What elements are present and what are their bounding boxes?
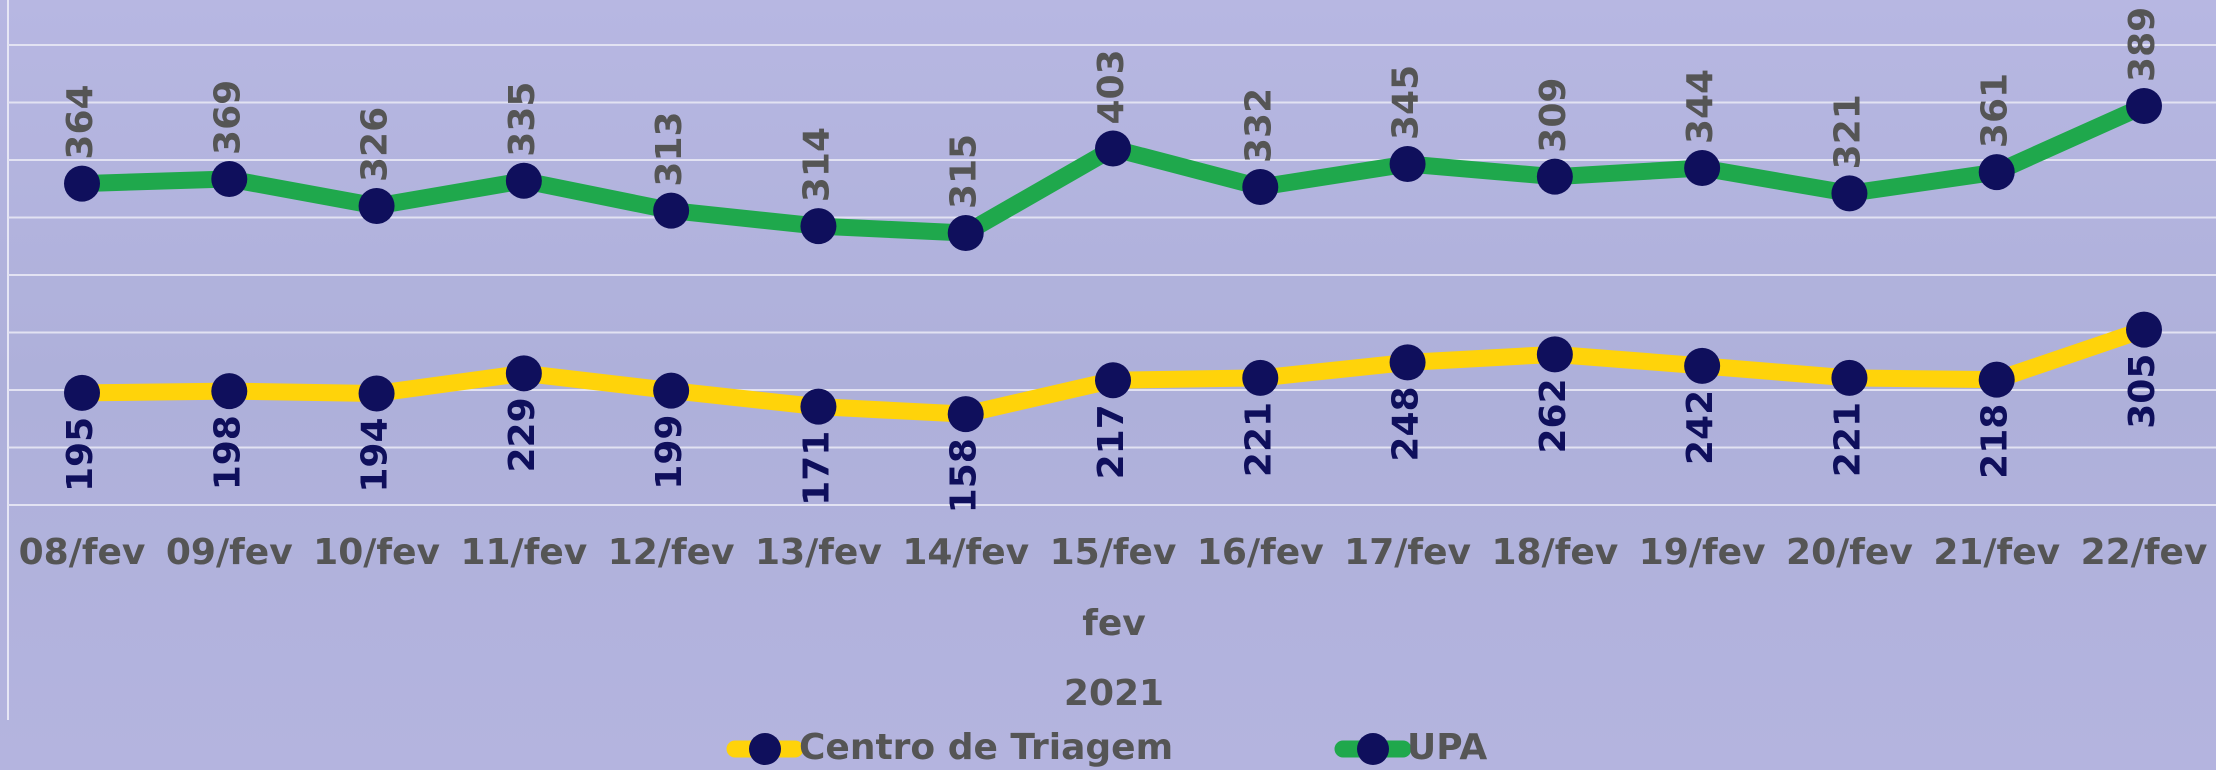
point-marker — [1390, 344, 1426, 380]
data-label: 195 — [60, 417, 101, 492]
x-tick-label: 14/fev — [902, 532, 1029, 573]
x-tick-label: 21/fev — [1933, 532, 2060, 573]
x-tick-label: 18/fev — [1491, 532, 1618, 573]
x-tick-label: 17/fev — [1344, 532, 1471, 573]
data-label: 389 — [2122, 7, 2163, 82]
point-marker — [1242, 169, 1278, 205]
point-marker — [1831, 360, 1867, 396]
data-label: 321 — [1827, 94, 1868, 169]
data-label: 326 — [355, 107, 396, 182]
data-label: 361 — [1975, 73, 2016, 148]
x-tick-label: 19/fev — [1639, 532, 1766, 573]
data-label: 314 — [796, 127, 837, 202]
data-label: 217 — [1091, 404, 1132, 479]
point-marker — [2126, 88, 2162, 124]
data-label: 194 — [355, 417, 396, 492]
point-marker — [506, 355, 542, 391]
data-label: 335 — [502, 82, 543, 157]
data-label: 369 — [207, 80, 248, 155]
point-marker — [2126, 312, 2162, 348]
point-marker — [653, 193, 689, 229]
x-tick-label: 20/fev — [1786, 532, 1913, 573]
x-axis-year: 2021 — [1064, 673, 1164, 714]
point-marker — [1537, 336, 1573, 372]
point-marker — [211, 373, 247, 409]
legend-marker — [1357, 733, 1389, 765]
point-marker — [800, 208, 836, 244]
point-marker — [800, 389, 836, 425]
point-marker — [506, 163, 542, 199]
x-tick-label: 15/fev — [1050, 532, 1177, 573]
x-tick-label: 09/fev — [166, 532, 293, 573]
x-tick-label: 16/fev — [1197, 532, 1324, 573]
point-marker — [1537, 159, 1573, 195]
x-tick-label: 12/fev — [608, 532, 735, 573]
data-label: 198 — [207, 415, 248, 490]
legend-label: UPA — [1407, 727, 1487, 768]
data-label: 344 — [1680, 69, 1721, 144]
x-tick-label: 11/fev — [460, 532, 587, 573]
data-label: 221 — [1827, 402, 1868, 477]
chart: fev 2021 08/fev 09/fev 10/fev 11/fev 12/fev 1… — [0, 0, 2216, 770]
point-marker — [653, 373, 689, 409]
data-label: 332 — [1238, 88, 1279, 163]
point-marker — [1831, 175, 1867, 211]
data-label: 315 — [944, 134, 985, 209]
point-marker — [948, 396, 984, 432]
point-marker — [359, 188, 395, 224]
x-axis-title: fev — [1082, 603, 1146, 644]
point-marker — [1095, 131, 1131, 167]
point-marker — [1979, 154, 2015, 190]
data-label: 242 — [1680, 390, 1721, 465]
point-marker — [1390, 146, 1426, 182]
point-marker — [64, 375, 100, 411]
point-marker — [1095, 362, 1131, 398]
point-marker — [1684, 348, 1720, 384]
point-marker — [1979, 362, 2015, 398]
data-label: 309 — [1533, 78, 1574, 153]
data-label: 248 — [1386, 386, 1427, 461]
point-marker — [1242, 360, 1278, 396]
data-label: 199 — [649, 415, 690, 490]
data-label: 229 — [502, 397, 543, 472]
data-label: 403 — [1091, 49, 1132, 124]
point-marker — [948, 215, 984, 251]
data-label: 313 — [649, 111, 690, 186]
x-tick-label: 22/fev — [2081, 532, 2208, 573]
data-label: 262 — [1533, 378, 1574, 453]
x-tick-label: 08/fev — [19, 532, 146, 573]
legend-label: Centro de Triagem — [799, 727, 1173, 768]
data-label: 171 — [796, 431, 837, 506]
data-label: 221 — [1238, 402, 1279, 477]
data-label: 218 — [1975, 404, 2016, 479]
point-marker — [211, 161, 247, 197]
point-marker — [64, 166, 100, 202]
legend-marker — [749, 733, 781, 765]
point-marker — [1684, 150, 1720, 186]
data-label: 305 — [2122, 354, 2163, 429]
data-label: 158 — [944, 438, 985, 513]
x-tick-label: 10/fev — [313, 532, 440, 573]
data-label: 364 — [60, 84, 101, 159]
data-label: 345 — [1386, 65, 1427, 140]
point-marker — [359, 375, 395, 411]
x-tick-label: 13/fev — [755, 532, 882, 573]
